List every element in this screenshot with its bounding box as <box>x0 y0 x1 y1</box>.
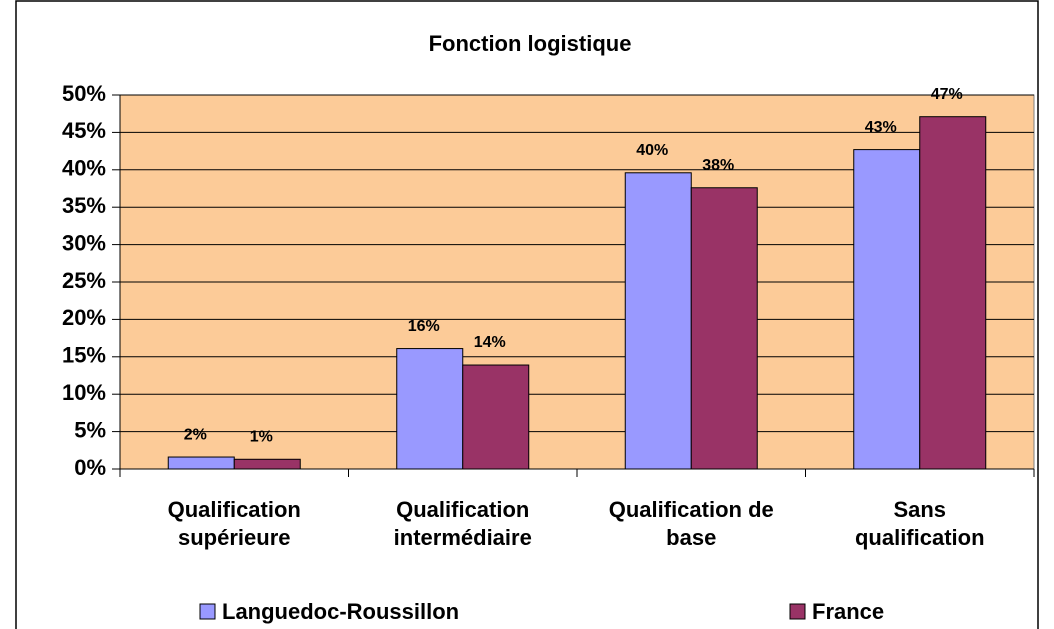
bar <box>853 149 921 470</box>
y-tick-label: 25% <box>62 268 106 293</box>
x-tick-label: Sans qualification <box>854 497 985 550</box>
data-label: 40% <box>636 142 668 159</box>
chart-title: Fonction logistique <box>429 31 632 56</box>
bar <box>233 458 301 470</box>
bar <box>690 187 758 470</box>
data-label: 43% <box>865 119 897 136</box>
data-label: 1% <box>250 428 273 445</box>
legend-swatch <box>789 603 806 620</box>
bar <box>624 172 692 470</box>
data-label: 16% <box>408 318 440 335</box>
x-tick-label: Qualification intermédiaire <box>393 497 532 550</box>
y-tick-label: 5% <box>74 417 106 442</box>
x-tick-label: Qualification supérieure <box>167 497 301 550</box>
y-tick-label: 35% <box>62 193 106 218</box>
y-tick-label: 30% <box>62 230 106 255</box>
y-tick-label: 10% <box>62 380 106 405</box>
y-tick-label: 15% <box>62 343 106 368</box>
x-tick-label: Qualification de base <box>608 497 774 550</box>
data-label: 47% <box>931 86 963 103</box>
y-tick-label: 45% <box>62 118 106 143</box>
data-label: 38% <box>702 157 734 174</box>
y-tick-label: 20% <box>62 305 106 330</box>
bar <box>396 348 464 470</box>
bar <box>462 364 530 470</box>
legend-label: Languedoc-Roussillon <box>222 599 459 624</box>
data-label: 2% <box>184 426 207 443</box>
legend-label: France <box>812 599 884 624</box>
bar <box>167 456 235 470</box>
legend-swatch <box>199 603 216 620</box>
y-tick-label: 0% <box>74 455 106 480</box>
bar <box>919 116 987 470</box>
y-tick-label: 40% <box>62 156 106 181</box>
y-tick-label: 50% <box>62 81 106 106</box>
data-label: 14% <box>474 334 506 351</box>
